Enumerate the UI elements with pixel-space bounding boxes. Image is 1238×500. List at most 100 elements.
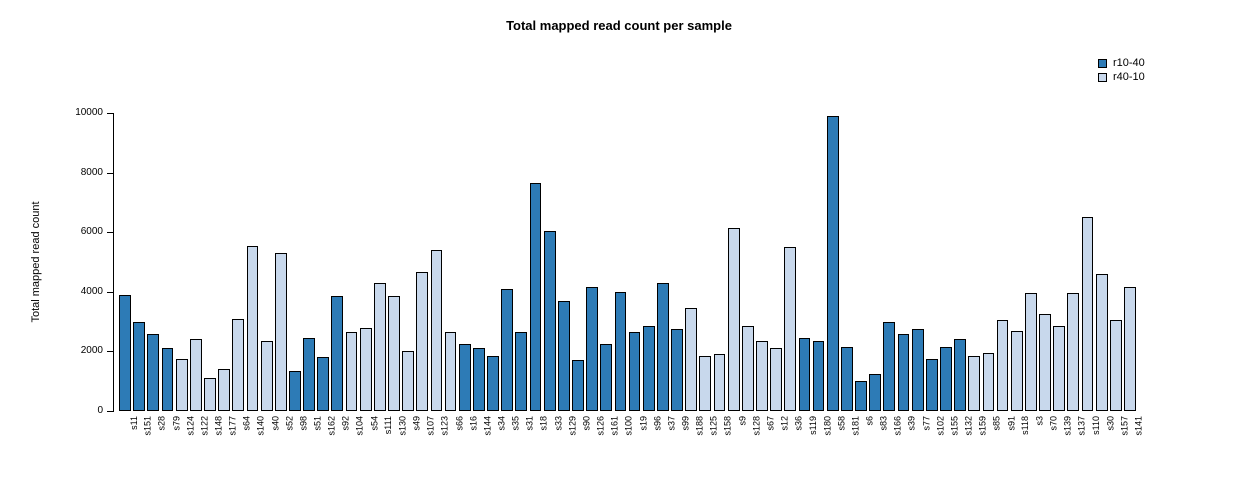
bar-s166 xyxy=(883,322,896,411)
bar-s162 xyxy=(317,357,330,411)
legend: r10-40 r40-10 xyxy=(1098,56,1145,84)
y-tick-mark xyxy=(107,411,113,412)
bar-s85 xyxy=(982,353,995,411)
x-tick-label: s58 xyxy=(836,416,847,431)
x-tick-label: s123 xyxy=(439,416,450,436)
x-tick-label: s126 xyxy=(595,416,606,436)
bar-s158 xyxy=(713,354,726,411)
x-tick-label: s90 xyxy=(581,416,592,431)
bar-s28 xyxy=(147,334,160,411)
x-tick-label: s9 xyxy=(737,416,748,426)
x-tick-label: s37 xyxy=(666,416,677,431)
x-tick-label: s144 xyxy=(482,416,493,436)
y-tick-mark xyxy=(107,351,113,353)
x-tick-label: s66 xyxy=(454,416,465,431)
bar-s144 xyxy=(473,348,485,411)
y-tick-mark xyxy=(107,172,113,174)
bar-s132 xyxy=(954,339,966,411)
y-axis-line xyxy=(113,113,114,412)
x-tick-label: s12 xyxy=(779,416,790,431)
bar-s35 xyxy=(501,289,514,411)
x-tick-label: s83 xyxy=(878,416,889,431)
legend-item-r10-40: r10-40 xyxy=(1098,56,1145,70)
x-tick-label: s11 xyxy=(128,416,139,430)
bar-s3 xyxy=(1024,293,1037,411)
x-tick-label: s122 xyxy=(199,416,210,436)
x-tick-label: s67 xyxy=(765,416,776,431)
x-tick-label: s110 xyxy=(1090,416,1101,435)
bar-s67 xyxy=(756,341,768,411)
x-tick-label: s92 xyxy=(340,416,351,431)
x-tick-label: s3 xyxy=(1034,416,1045,426)
x-tick-label: s124 xyxy=(185,416,196,436)
x-tick-label: s111 xyxy=(383,416,394,435)
bar-s16 xyxy=(458,344,471,411)
x-tick-label: s99 xyxy=(680,416,691,431)
bar-s79 xyxy=(161,348,174,411)
bar-s139 xyxy=(1053,326,1066,411)
bar-s30 xyxy=(1095,274,1108,411)
bar-s51 xyxy=(303,338,315,411)
x-tick-label: s36 xyxy=(793,416,804,431)
bar-s100 xyxy=(614,292,627,411)
bar-s161 xyxy=(600,344,613,411)
x-tick-label: s18 xyxy=(539,416,549,431)
x-tick-label: s151 xyxy=(142,416,153,436)
bar-s119 xyxy=(798,338,811,411)
x-tick-label: s139 xyxy=(1062,416,1073,436)
bar-s129 xyxy=(557,301,570,411)
bar-s54 xyxy=(359,328,372,411)
bar-s118 xyxy=(1010,331,1023,411)
bar-s40 xyxy=(260,341,273,411)
y-tick-label: 0 xyxy=(97,405,103,416)
y-tick-mark xyxy=(107,291,113,293)
bar-s83 xyxy=(869,374,882,411)
x-tick-label: s141 xyxy=(1133,416,1144,436)
x-tick-label: s118 xyxy=(1020,416,1031,435)
bar-s102 xyxy=(925,359,938,411)
legend-swatch xyxy=(1098,72,1107,82)
x-tick-label: s6 xyxy=(864,416,875,426)
bar-s64 xyxy=(232,319,245,411)
x-tick-label: s162 xyxy=(326,416,337,436)
x-tick-label: s40 xyxy=(270,416,281,431)
x-tick-label: s34 xyxy=(496,416,507,431)
x-tick-label: s31 xyxy=(524,416,535,431)
x-tick-label: s140 xyxy=(255,416,266,436)
x-tick-label: s180 xyxy=(822,416,833,436)
x-tick-label: s91 xyxy=(1006,416,1017,431)
bar-s151 xyxy=(133,322,146,411)
bar-s107 xyxy=(416,272,429,411)
legend-label: r40-10 xyxy=(1113,71,1145,83)
x-tick-label: s33 xyxy=(553,416,564,431)
x-tick-label: s85 xyxy=(991,416,1002,431)
bar-s39 xyxy=(897,334,910,411)
bar-s49 xyxy=(402,351,415,411)
bar-s6 xyxy=(855,381,867,411)
x-tick-label: s161 xyxy=(609,416,620,436)
x-tick-label: s128 xyxy=(751,416,762,436)
bar-s12 xyxy=(770,348,783,411)
x-tick-label: s70 xyxy=(1048,416,1059,431)
x-tick-label: s132 xyxy=(963,416,974,436)
bar-s70 xyxy=(1039,314,1051,411)
x-tick-label: s100 xyxy=(623,416,634,436)
x-tick-label: s52 xyxy=(284,416,295,431)
x-tick-label: s119 xyxy=(807,416,818,435)
legend-label: r10-40 xyxy=(1113,57,1145,69)
bar-s99 xyxy=(671,329,683,411)
x-tick-label: s19 xyxy=(638,416,649,431)
x-tick-label: s49 xyxy=(411,416,422,431)
x-tick-label: s129 xyxy=(567,416,578,436)
x-tick-label: s157 xyxy=(1119,416,1130,436)
x-tick-label: s188 xyxy=(694,416,705,436)
bar-s19 xyxy=(628,332,641,411)
bar-s125 xyxy=(699,356,712,411)
y-tick-label: 4000 xyxy=(80,285,103,297)
bar-s36 xyxy=(784,247,797,411)
x-tick-label: s98 xyxy=(298,416,309,431)
bar-s110 xyxy=(1081,217,1094,411)
x-tick-label: s54 xyxy=(369,416,380,431)
legend-item-r40-10: r40-10 xyxy=(1098,70,1145,84)
bar-s188 xyxy=(685,308,698,411)
